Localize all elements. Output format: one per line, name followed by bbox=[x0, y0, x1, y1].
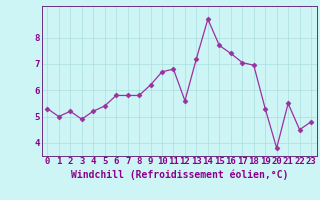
X-axis label: Windchill (Refroidissement éolien,°C): Windchill (Refroidissement éolien,°C) bbox=[70, 169, 288, 180]
